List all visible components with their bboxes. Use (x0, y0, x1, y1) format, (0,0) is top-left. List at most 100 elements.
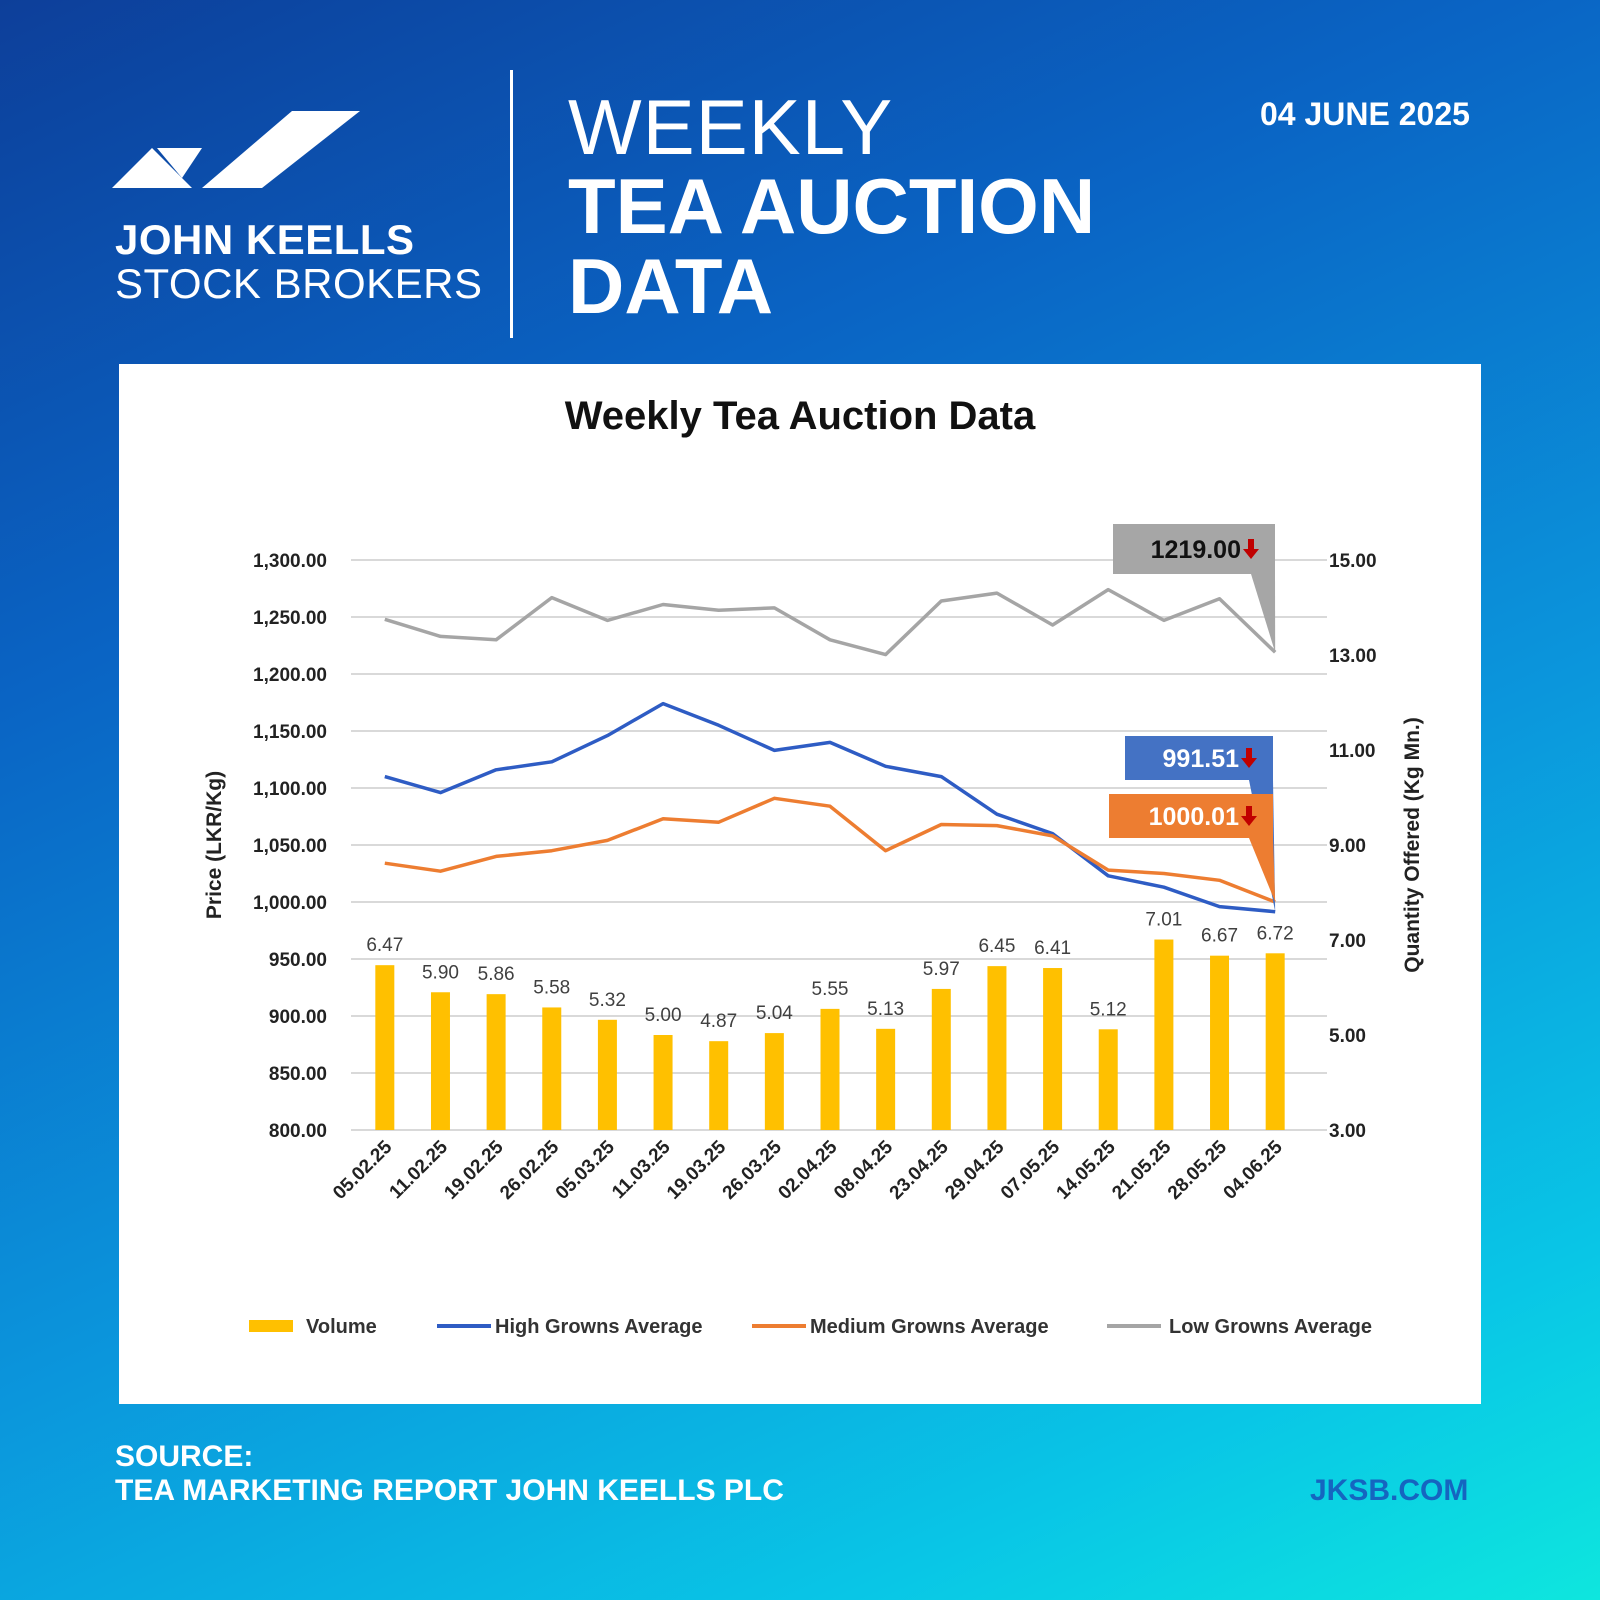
volume-data-label: 5.04 (756, 1003, 793, 1024)
y2-tick-label: 11.00 (1329, 741, 1376, 762)
x-tick-label: 19.03.25 (663, 1136, 730, 1203)
volume-data-label: 5.58 (533, 977, 570, 998)
volume-data-label: 6.67 (1201, 926, 1238, 947)
volume-data-label: 6.41 (1034, 938, 1071, 959)
volume-data-label: 4.87 (700, 1011, 737, 1032)
legend-swatch-volume (249, 1320, 293, 1332)
callout-value-low: 1219.00 (1151, 536, 1241, 564)
chart-panel: Weekly Tea Auction Data 1,300.00 1,250.00… (119, 364, 1481, 1404)
volume-bar (597, 1019, 617, 1130)
y-tick-label: 900.00 (269, 1007, 327, 1028)
x-tick-label: 07.05.25 (997, 1136, 1064, 1203)
header-weekly: WEEKLY (568, 83, 894, 171)
legend-label-medium: Medium Growns Average (810, 1316, 1049, 1338)
series-line-medium (384, 796, 1276, 904)
series-line-high (384, 701, 1276, 914)
x-tick-label: 26.03.25 (719, 1136, 786, 1203)
volume-bar (375, 965, 395, 1130)
header-divider (510, 70, 513, 338)
y2-tick-label: 3.00 (1329, 1121, 1366, 1142)
chart-title: Weekly Tea Auction Data (564, 394, 1036, 438)
callout-pointer-low (1251, 574, 1276, 653)
volume-data-label: 5.13 (867, 999, 904, 1020)
y-tick-label: 800.00 (269, 1121, 327, 1142)
volume-bar (709, 1041, 729, 1130)
brand-name: JOHN KEELLS (115, 216, 415, 263)
y2-tick-label: 5.00 (1329, 1026, 1366, 1047)
page-title-line2: DATA (568, 242, 774, 330)
website-link[interactable]: JKSB.COM (1310, 1474, 1469, 1507)
volume-bar (1265, 953, 1285, 1130)
volume-bar (1154, 939, 1174, 1130)
callout-value-medium: 1000.01 (1149, 803, 1239, 831)
x-tick-label: 29.04.25 (941, 1136, 1008, 1203)
brand-subname: STOCK BROKERS (115, 260, 483, 307)
source-text: TEA MARKETING REPORT JOHN KEELLS PLC (115, 1474, 784, 1507)
x-tick-label: 02.04.25 (774, 1136, 841, 1203)
volume-data-label: 5.55 (812, 979, 849, 1000)
volume-bar (486, 994, 506, 1130)
volume-bar (653, 1035, 673, 1130)
y-tick-label: 1,050.00 (253, 836, 327, 857)
volume-data-label: 6.72 (1257, 923, 1294, 944)
y2-tick-label: 15.00 (1329, 551, 1377, 572)
volume-data-label: 7.01 (1145, 910, 1182, 931)
x-tick-label: 08.04.25 (830, 1136, 897, 1203)
y-tick-label: 1,300.00 (253, 551, 327, 572)
chart-svg: 1,300.00 1,250.00 1,200.00 1,150.00 1,100.00… (203, 524, 1424, 1338)
x-tick-label: 23.04.25 (886, 1136, 953, 1203)
y-tick-label: 1,200.00 (253, 665, 327, 686)
report-date: 04 JUNE 2025 (1260, 96, 1470, 132)
x-tick-label: 04.06.25 (1220, 1136, 1287, 1203)
y-tick-label: 950.00 (269, 950, 327, 971)
y-tick-label: 1,250.00 (253, 608, 327, 629)
callout-pointer-medium (1249, 838, 1276, 902)
volume-bar (1098, 1029, 1118, 1130)
y2-tick-label: 7.00 (1329, 931, 1366, 952)
volume-bar (430, 992, 450, 1130)
x-tick-label: 14.05.25 (1053, 1136, 1120, 1203)
volume-bar (1043, 968, 1063, 1130)
y2-tick-label: 13.00 (1329, 646, 1377, 667)
x-tick-label: 05.02.25 (329, 1136, 396, 1203)
volume-data-label: 5.97 (923, 959, 960, 980)
x-tick-label: 11.02.25 (386, 1136, 453, 1203)
series-line-low (384, 587, 1277, 657)
volume-bar (987, 966, 1007, 1130)
x-tick-label: 11.03.25 (608, 1136, 675, 1203)
down-arrow-icon (1241, 748, 1257, 768)
volume-data-label: 6.45 (978, 936, 1015, 957)
page-title-line1: TEA AUCTION (568, 162, 1096, 250)
volume-data-label: 5.86 (478, 964, 515, 985)
x-tick-label: 21.05.25 (1108, 1136, 1175, 1203)
volume-data-label: 6.47 (366, 935, 403, 956)
y-axis-label: Price (LKR/Kg) (203, 771, 226, 919)
y2-axis-label: Quantity Offered (Kg Mn.) (1401, 717, 1424, 973)
x-tick-label: 26.02.25 (496, 1136, 563, 1203)
x-tick-label: 19.02.25 (441, 1136, 508, 1203)
x-tick-label: 28.05.25 (1164, 1136, 1231, 1203)
callout-value-high: 991.51 (1163, 745, 1240, 773)
volume-data-label: 5.00 (645, 1005, 682, 1026)
y-tick-label: 1,000.00 (253, 893, 327, 914)
volume-bar (542, 1007, 562, 1130)
volume-bar (1210, 955, 1230, 1130)
y2-tick-label: 9.00 (1329, 836, 1366, 857)
volume-data-label: 5.12 (1090, 999, 1127, 1020)
down-arrow-icon (1241, 806, 1257, 826)
down-arrow-icon (1243, 539, 1259, 559)
jksb-logo (112, 111, 360, 188)
y-tick-label: 850.00 (269, 1064, 327, 1085)
legend-label-high: High Growns Average (495, 1316, 702, 1338)
volume-data-label: 5.90 (422, 962, 459, 983)
legend-label-volume: Volume (306, 1316, 377, 1338)
volume-bar (931, 988, 951, 1130)
legend-label-low: Low Growns Average (1169, 1316, 1372, 1338)
y-tick-label: 1,150.00 (253, 722, 327, 743)
volume-bar (764, 1033, 784, 1130)
volume-bar (876, 1028, 896, 1130)
y-tick-label: 1,100.00 (253, 779, 327, 800)
volume-bar (820, 1008, 840, 1130)
volume-data-label: 5.32 (589, 990, 626, 1011)
x-tick-label: 05.03.25 (552, 1136, 619, 1203)
